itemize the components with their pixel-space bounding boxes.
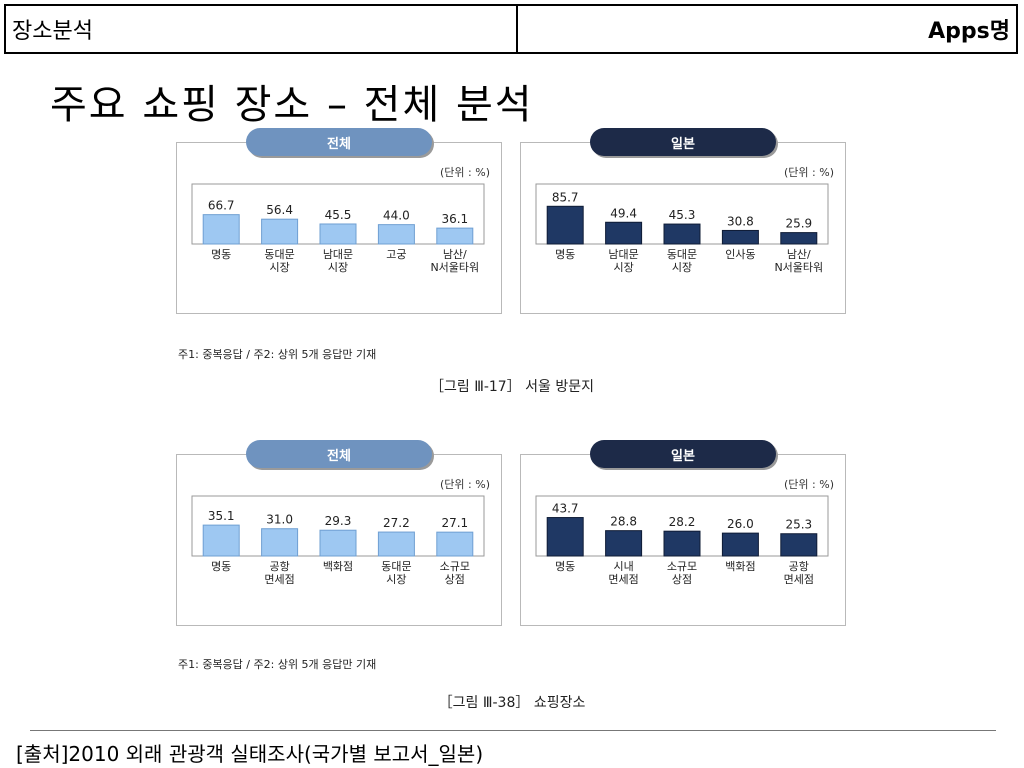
bar-value-label: 85.7 <box>552 190 579 204</box>
source-citation: [출처]2010 외래 관광객 실태조사(국가별 보고서_일본) <box>16 742 484 766</box>
panel-label: 전체 <box>246 128 432 156</box>
category-label: 공항 면세점 <box>784 560 814 586</box>
bar <box>721 229 759 245</box>
bar-value-label: 26.0 <box>727 517 754 531</box>
category-label: 동대문 시장 <box>667 248 697 274</box>
footer-divider <box>30 730 996 731</box>
bar-value-label: 29.3 <box>325 514 352 528</box>
bar-value-label: 56.4 <box>266 203 293 217</box>
bar-value-label: 66.7 <box>208 199 235 213</box>
bar-value-label: 28.8 <box>610 515 637 529</box>
panel-label: 일본 <box>590 128 776 156</box>
panel-label: 전체 <box>246 440 432 468</box>
bar-value-label: 45.3 <box>669 208 696 222</box>
bar-value-label: 35.1 <box>208 509 235 523</box>
category-label: 동대문 시장 <box>264 248 294 274</box>
category-label: 소규모 상점 <box>667 560 697 586</box>
bar <box>605 530 643 557</box>
bar <box>780 232 818 245</box>
bar <box>261 218 299 245</box>
bar-chart-shopping-total: 35.1 명동 31.0 공항 면세점 29.3 백화점 27.2 동대문 시장 27.1 소규모 상점 <box>191 495 485 586</box>
bar-value-label: 27.1 <box>441 516 468 530</box>
bar <box>261 528 299 557</box>
bar-chart-seoul-japan: 85.7 명동 49.4 남대문 시장 45.3 동대문 시장 30.8 인사동 25.9 남산/N서… <box>535 183 829 274</box>
bar <box>605 221 643 245</box>
bar <box>663 530 701 557</box>
bar-value-label: 31.0 <box>266 513 293 527</box>
bar <box>319 223 357 245</box>
bar <box>377 531 415 557</box>
figure-note: 주1: 중복응답 / 주2: 상위 5개 응답만 기재 <box>178 658 377 671</box>
category-label: 명동 <box>211 248 231 261</box>
bar <box>319 529 357 557</box>
unit-label: (단위 : %) <box>440 478 490 491</box>
bar <box>546 205 584 245</box>
bar-value-label: 45.5 <box>325 208 352 222</box>
category-label: 명동 <box>211 560 231 573</box>
panel-total: 전체 (단위 : %) 66.7 명동 56.4 동대문 시장 45.5 남대문 시장 44.0… <box>176 128 502 314</box>
bar-value-label: 30.8 <box>727 214 754 228</box>
bar <box>377 224 415 245</box>
figure-caption: ［그림 Ⅲ-38］ 쇼핑장소 <box>438 695 586 711</box>
bar-value-label: 36.1 <box>441 212 468 226</box>
category-label: 남산/N서울타워 <box>430 248 479 274</box>
bar <box>436 227 474 245</box>
bar-value-label: 49.4 <box>610 206 637 220</box>
figure-caption: ［그림 Ⅲ-17］ 서울 방문지 <box>429 379 595 395</box>
bar <box>546 517 584 557</box>
bar-value-label: 43.7 <box>552 502 579 516</box>
header-app-name: Apps명 <box>928 19 1010 44</box>
bar <box>436 531 474 557</box>
header-section-label: 장소분석 <box>6 6 518 52</box>
bar <box>202 214 240 245</box>
bar-value-label: 25.3 <box>785 518 812 532</box>
panel-label: 일본 <box>590 440 776 468</box>
category-label: 명동 <box>555 560 575 573</box>
bar-chart-seoul-total: 66.7 명동 56.4 동대문 시장 45.5 남대문 시장 44.0 고궁 36.1 남산/N서울… <box>191 183 485 274</box>
figure-note: 주1: 중복응답 / 주2: 상위 5개 응답만 기재 <box>178 348 377 361</box>
bar-value-label: 28.2 <box>669 515 696 529</box>
unit-label: (단위 : %) <box>784 478 834 491</box>
bar <box>721 532 759 557</box>
bar-chart-shopping-japan: 43.7 명동 28.8 시내 면세점 28.2 소규모 상점 26.0 백화점 25.3 공항 면세점 <box>535 495 829 586</box>
category-label: 시내 면세점 <box>608 560 638 586</box>
category-label: 소규모 상점 <box>440 560 470 586</box>
category-label: 동대문 시장 <box>381 560 411 586</box>
slide-title: 주요 쇼핑 장소 – 전체 분석 <box>50 82 534 128</box>
bar <box>780 533 818 557</box>
figure-seoul-visits: 전체 (단위 : %) 66.7 명동 56.4 동대문 시장 45.5 남대문 시장 44.0… <box>172 128 852 398</box>
category-label: 백화점 <box>323 560 353 573</box>
category-label: 백화점 <box>725 560 755 573</box>
panel-japan: 일본 (단위 : %) 43.7 명동 28.8 시내 면세점 28.2 소규모 상점 26.0… <box>520 440 846 626</box>
bar-value-label: 44.0 <box>383 209 410 223</box>
header-bar: 장소분석 Apps명 <box>4 4 1018 54</box>
bar <box>202 524 240 557</box>
category-label: 고궁 <box>386 248 406 261</box>
category-label: 남대문 시장 <box>608 248 638 274</box>
category-label: 남산/N서울타워 <box>774 248 823 274</box>
category-label: 남대문 시장 <box>323 248 353 274</box>
bar-value-label: 25.9 <box>785 217 812 231</box>
bar-value-label: 27.2 <box>383 516 410 530</box>
unit-label: (단위 : %) <box>784 166 834 179</box>
category-label: 인사동 <box>725 248 755 261</box>
category-label: 명동 <box>555 248 575 261</box>
category-label: 공항 면세점 <box>264 560 294 586</box>
figure-shopping-places: 전체 (단위 : %) 35.1 명동 31.0 공항 면세점 29.3 백화점 27.2 동대… <box>172 440 852 716</box>
unit-label: (단위 : %) <box>440 166 490 179</box>
panel-total: 전체 (단위 : %) 35.1 명동 31.0 공항 면세점 29.3 백화점 27.2 동대… <box>176 440 502 626</box>
panel-japan: 일본 (단위 : %) 85.7 명동 49.4 남대문 시장 45.3 동대문 시장 30.8… <box>520 128 846 314</box>
bar <box>663 223 701 245</box>
